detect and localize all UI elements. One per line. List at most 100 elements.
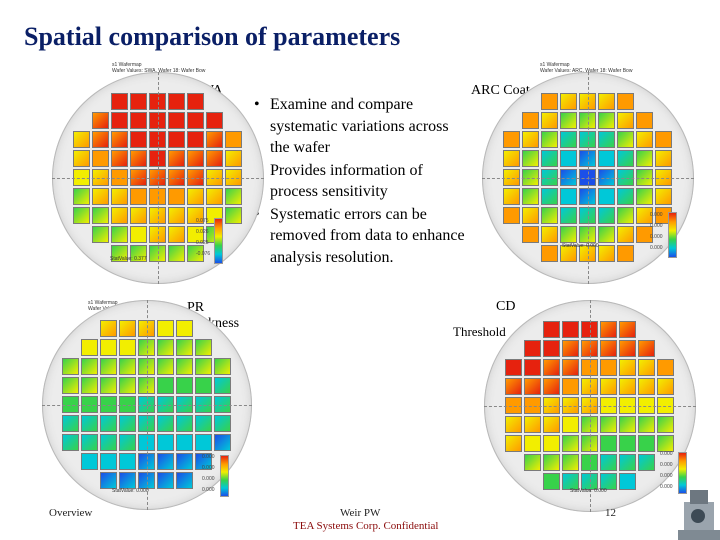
arc-stat-value: StatValue: 0.000	[562, 243, 599, 249]
wafer-die	[156, 433, 174, 451]
wafer-die	[523, 396, 541, 414]
cd-scale-ticks: 0.000 0.000 0.000 0.000	[660, 449, 673, 493]
scale-tick: 0.000	[202, 487, 215, 493]
equipment-head	[690, 490, 708, 504]
wafer-die	[521, 130, 539, 148]
swa-map-header: s1 Wafermap Wafer Values: SWA, Wafer 18:…	[112, 62, 205, 74]
wafer-die	[561, 377, 579, 395]
wafer-die	[99, 395, 117, 413]
wafer-die	[559, 206, 577, 224]
wafer-die	[618, 453, 636, 471]
wafer-die	[194, 338, 212, 356]
wafer-die	[637, 415, 655, 433]
wafer-die	[224, 149, 242, 167]
wafer-die	[118, 319, 136, 337]
threshold-label: Threshold	[453, 324, 506, 339]
wafer-die	[224, 130, 242, 148]
wafer-die	[616, 130, 634, 148]
wafer-die	[578, 92, 596, 110]
wafer-die	[110, 168, 128, 186]
wafer-die	[148, 92, 166, 110]
wafer-die	[618, 339, 636, 357]
wafer-die	[148, 206, 166, 224]
wafer-die	[542, 453, 560, 471]
wafer-die	[137, 338, 155, 356]
wafer-die	[618, 358, 636, 376]
wafer-die	[561, 434, 579, 452]
wafer-die	[129, 206, 147, 224]
bullet-dot: •	[254, 96, 260, 113]
wafer-die	[580, 453, 598, 471]
wafer-die	[578, 111, 596, 129]
pr-wafer	[42, 300, 252, 510]
wafer-die	[129, 92, 147, 110]
bullet-item: •Systematic errors can be removed from d…	[252, 204, 467, 269]
wafer-die	[561, 453, 579, 471]
wafer-die	[656, 358, 674, 376]
wafer-die	[186, 187, 204, 205]
wafer-die	[635, 130, 653, 148]
scale-tick: 0.000	[660, 473, 673, 479]
wafer-die	[213, 357, 231, 375]
wafer-die	[637, 339, 655, 357]
wafer-die	[91, 111, 109, 129]
wafer-die	[99, 319, 117, 337]
footer-overview: Overview	[49, 507, 93, 519]
wafer-die	[578, 130, 596, 148]
cd-color-scale	[678, 452, 687, 494]
wafer-die	[502, 187, 520, 205]
wafer-die	[542, 320, 560, 338]
bullet-text: Examine and compare systematic variation…	[270, 96, 449, 156]
wafer-die	[99, 471, 117, 489]
wafer-die	[540, 111, 558, 129]
wafer-die	[656, 377, 674, 395]
wafer-die	[110, 111, 128, 129]
wafer-die	[213, 395, 231, 413]
wafer-die	[654, 130, 672, 148]
wafer-die	[599, 396, 617, 414]
wafer-die	[148, 149, 166, 167]
wafer-die	[616, 244, 634, 262]
wafer-die	[542, 339, 560, 357]
wafer-die	[540, 206, 558, 224]
wafer-die	[205, 168, 223, 186]
wafer-die	[80, 395, 98, 413]
wafer-die	[504, 396, 522, 414]
wafer-die	[224, 168, 242, 186]
wafer-die	[616, 206, 634, 224]
wafer-die	[523, 358, 541, 376]
wafer-die	[635, 168, 653, 186]
wafer-die	[616, 187, 634, 205]
wafer-die	[635, 149, 653, 167]
wafer-die	[80, 433, 98, 451]
wafer-die	[167, 111, 185, 129]
wafer-die	[521, 187, 539, 205]
wafer-axis-line	[590, 300, 591, 512]
wafer-die	[523, 415, 541, 433]
wafer-die	[504, 377, 522, 395]
wafer-die	[599, 434, 617, 452]
bullet-item: • Examine and compare systematic variatio…	[252, 94, 467, 159]
wafer-die	[167, 187, 185, 205]
wafer-die	[521, 149, 539, 167]
wafer-die	[523, 453, 541, 471]
wafer-die	[580, 434, 598, 452]
arc-scale-ticks: 0.000 0.000 0.000 0.000	[650, 210, 663, 254]
wafer-die	[597, 206, 615, 224]
wafer-die	[156, 357, 174, 375]
wafer-die	[637, 453, 655, 471]
wafer-die	[156, 376, 174, 394]
wafer-die	[118, 376, 136, 394]
swa-color-scale	[214, 218, 223, 264]
wafer-die	[504, 434, 522, 452]
wafer-die	[91, 149, 109, 167]
arc-wafer	[482, 72, 694, 284]
arc-color-scale	[668, 212, 677, 258]
wafer-die	[118, 433, 136, 451]
wafer-die	[502, 130, 520, 148]
wafer-die	[540, 244, 558, 262]
wafer-die	[175, 414, 193, 432]
wafer-die	[137, 376, 155, 394]
equipment-lens	[691, 509, 705, 523]
wafer-die	[129, 149, 147, 167]
